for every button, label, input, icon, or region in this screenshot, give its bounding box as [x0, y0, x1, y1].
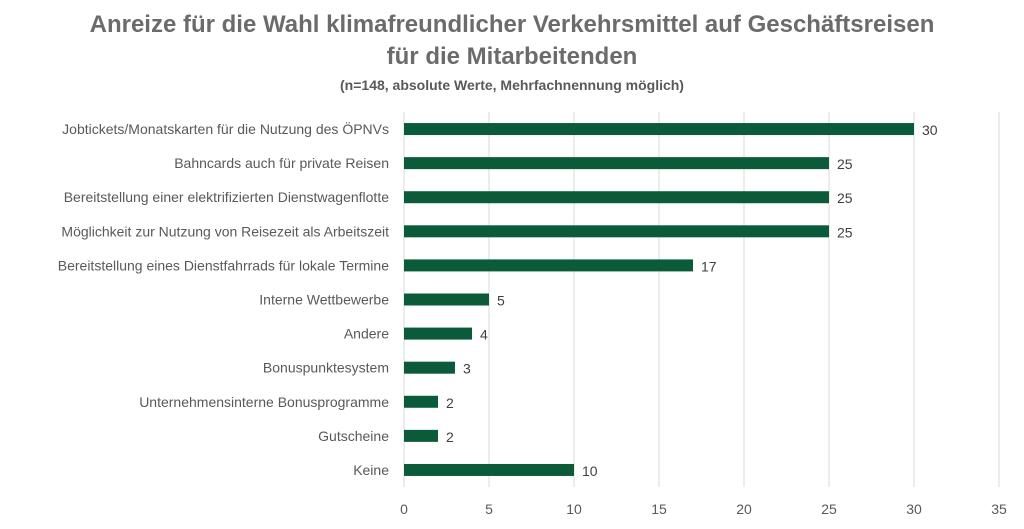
value-label-0: 30	[922, 122, 938, 138]
bar-0	[404, 123, 914, 136]
value-label-4: 17	[701, 258, 717, 274]
category-label-8: Unternehmensinterne Bonusprogramme	[139, 394, 389, 410]
category-label-10: Keine	[353, 462, 389, 478]
x-tick-label-4: 20	[736, 501, 752, 517]
bar-2	[404, 191, 829, 204]
x-tick-label-5: 25	[821, 501, 837, 517]
bar-6	[404, 327, 472, 340]
x-tick-label-7: 35	[991, 501, 1007, 517]
value-label-9: 2	[446, 429, 454, 445]
chart-subtitle: (n=148, absolute Werte, Mehrfachnennung …	[340, 77, 684, 93]
bar-5	[404, 293, 489, 306]
x-tick-label-1: 5	[485, 501, 493, 517]
category-label-7: Bonuspunktesystem	[263, 360, 389, 376]
bar-9	[404, 429, 438, 442]
x-tick-label-2: 10	[566, 501, 582, 517]
chart-title-line2: für die Mitarbeitenden	[386, 43, 638, 70]
bar-3	[404, 225, 829, 238]
value-label-10: 10	[582, 463, 598, 479]
bar-1	[404, 157, 829, 170]
bar-7	[404, 361, 455, 374]
category-label-9: Gutscheine	[318, 428, 389, 444]
bar-8	[404, 395, 438, 408]
x-tick-label-3: 15	[651, 501, 667, 517]
chart-title-line1: Anreize für die Wahl klimafreundlicher V…	[89, 11, 935, 38]
value-label-2: 25	[837, 190, 853, 206]
category-label-0: Jobtickets/Monatskarten für die Nutzung …	[62, 120, 389, 137]
category-label-4: Bereitstellung eines Dienstfahrrads für …	[58, 257, 389, 273]
value-label-3: 25	[837, 224, 853, 240]
category-label-6: Andere	[344, 326, 389, 342]
x-tick-label-0: 0	[400, 501, 408, 517]
category-label-3: Möglichkeit zur Nutzung von Reisezeit al…	[61, 223, 389, 239]
category-label-1: Bahncards auch für private Reisen	[174, 155, 389, 171]
x-tick-label-6: 30	[906, 501, 922, 517]
value-label-5: 5	[497, 293, 505, 309]
value-label-1: 25	[837, 156, 853, 172]
bar-10	[404, 463, 574, 476]
bar-4	[404, 259, 693, 272]
value-label-7: 3	[463, 361, 471, 377]
category-label-5: Interne Wettbewerbe	[259, 292, 389, 308]
value-label-6: 4	[480, 327, 488, 343]
value-label-8: 2	[446, 395, 454, 411]
category-label-2: Bereitstellung einer elektrifizierten Di…	[64, 189, 389, 205]
